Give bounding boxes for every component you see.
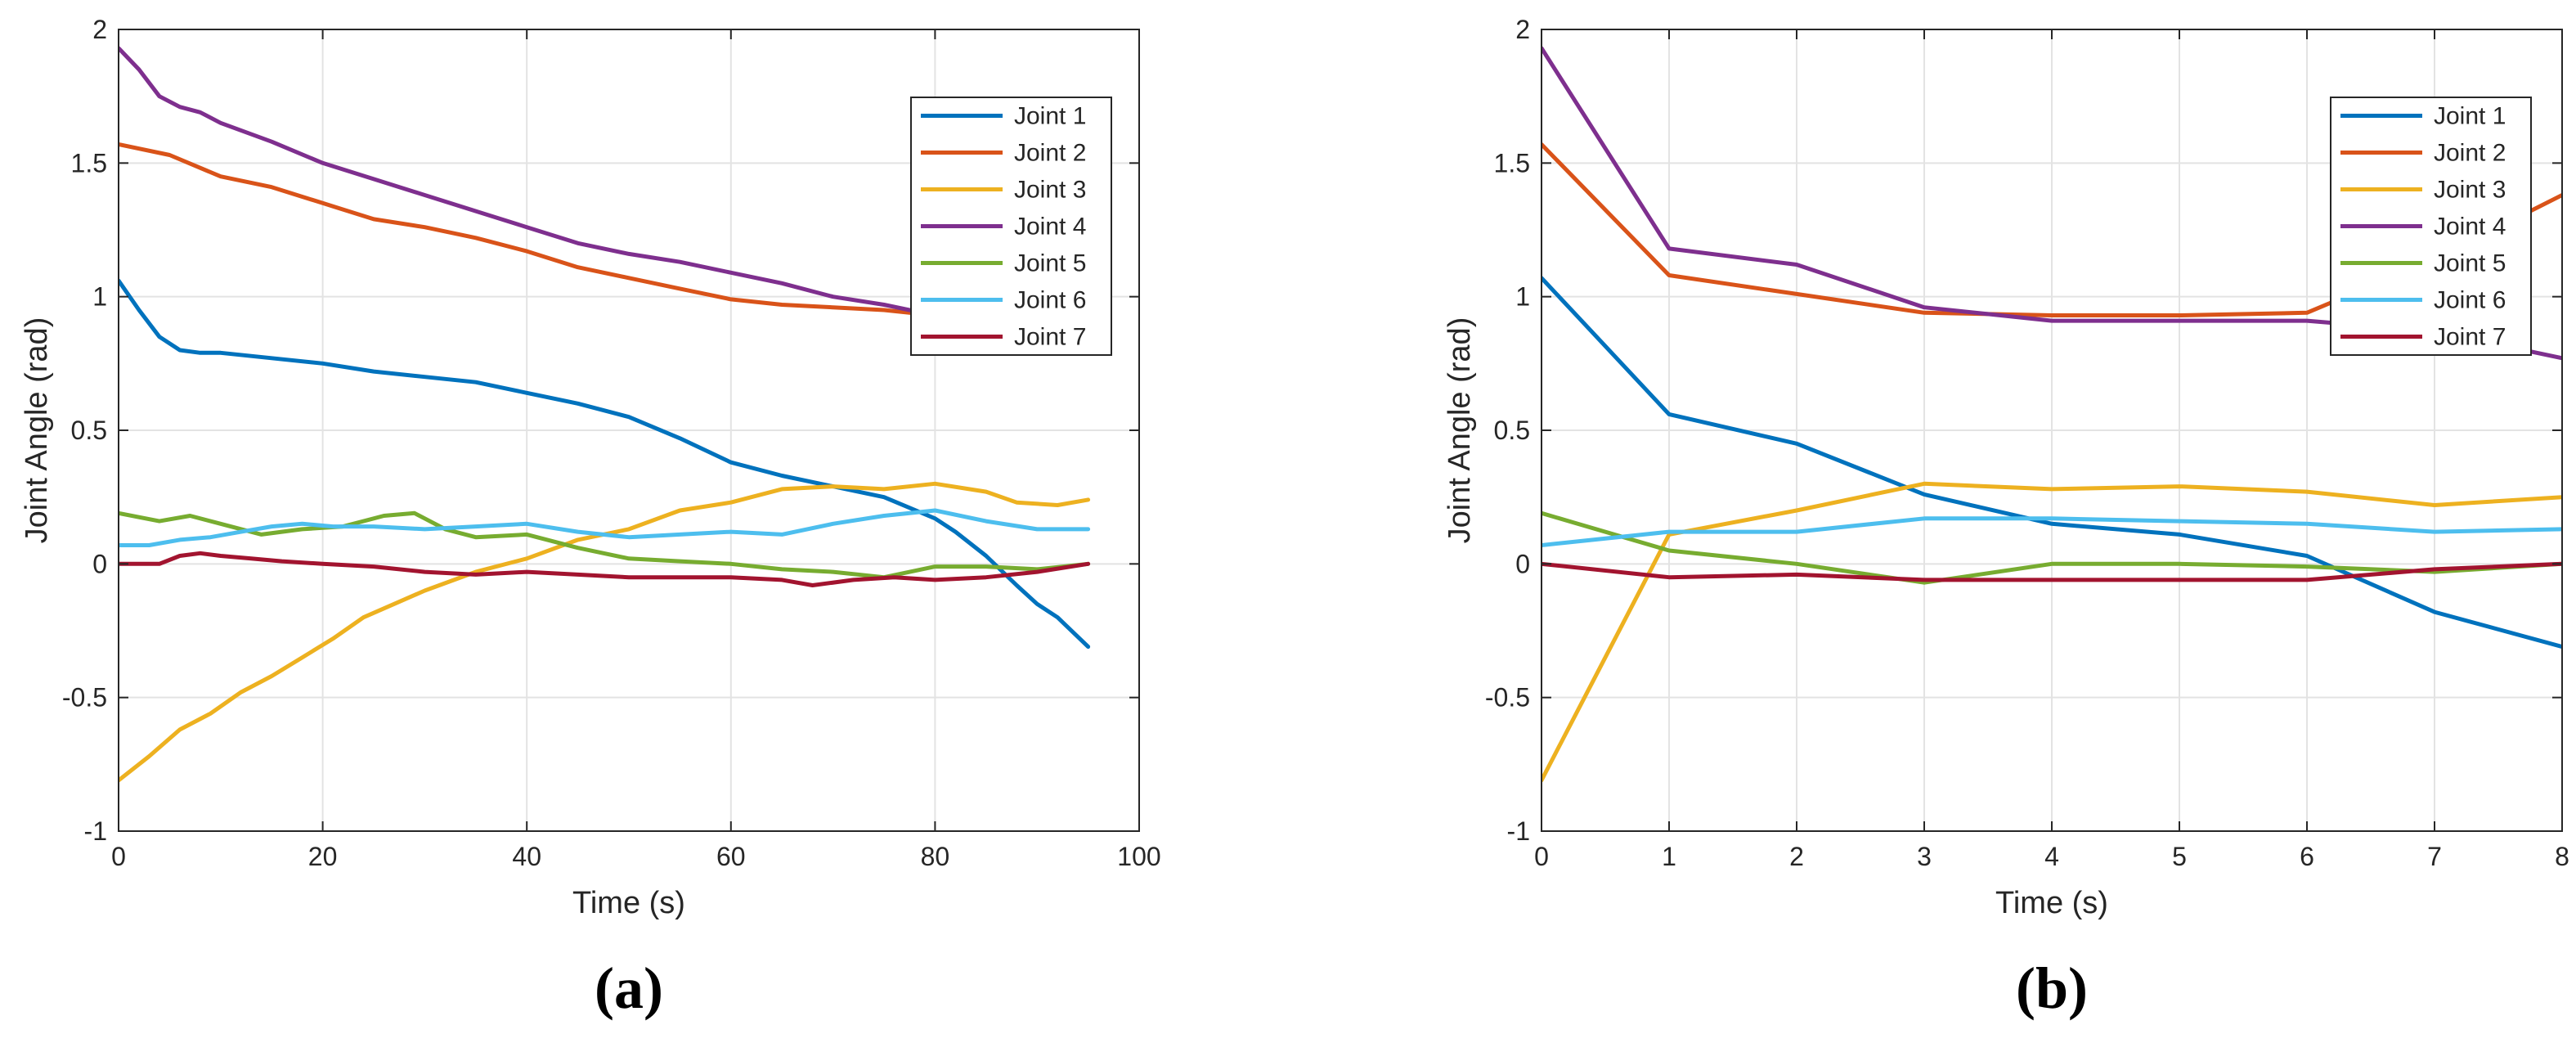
series-line-joint-3 — [119, 481, 1091, 783]
series-line-joint-6 — [119, 508, 1091, 547]
y-tick-label: 0.5 — [71, 416, 107, 445]
y-tick-label: -0.5 — [62, 683, 107, 713]
y-tick-label: 1.5 — [1494, 148, 1530, 178]
x-tick-label: 0 — [1534, 842, 1549, 871]
x-tick-label: 1 — [1662, 842, 1676, 871]
x-tick-label: 100 — [1117, 842, 1160, 871]
series-line-joint-4 — [119, 46, 958, 321]
y-tick-label: -0.5 — [1485, 683, 1530, 713]
x-tick-label: 80 — [921, 842, 950, 871]
x-tick-label: 8 — [2555, 842, 2569, 871]
panel-label: (a) — [595, 955, 663, 1021]
legend: Joint 1 Joint 2 Joint 3 Joint 4 Joint 5 Joint… — [2330, 97, 2532, 356]
x-tick-label: 40 — [512, 842, 541, 871]
y-tick-label: 1 — [92, 282, 107, 312]
series-line-joint-1 — [1542, 276, 2562, 650]
legend-label-joint-4: Joint 4 — [2434, 214, 2506, 241]
x-tick-label: 3 — [1917, 842, 1932, 871]
legend-label-joint-3: Joint 3 — [2434, 177, 2506, 204]
x-axis-label: Time (s) — [572, 886, 685, 920]
legend-label-joint-2: Joint 2 — [1014, 140, 1086, 167]
series-group — [119, 46, 1091, 783]
legend-label-joint-7: Joint 7 — [1014, 324, 1086, 351]
y-axis-label: Joint Angle (rad) — [20, 317, 54, 544]
x-tick-label: 6 — [2300, 842, 2314, 871]
legend-label-joint-5: Joint 5 — [2434, 250, 2506, 277]
y-tick-label: 1.5 — [71, 148, 107, 178]
series-line-joint-7 — [119, 551, 1091, 587]
legend-label-joint-6: Joint 6 — [2434, 287, 2506, 314]
series-line-joint-5 — [1542, 510, 2562, 585]
y-tick-label: 1 — [1515, 282, 1530, 312]
series-line-joint-2 — [119, 142, 958, 321]
legend-label-joint-7: Joint 7 — [2434, 324, 2506, 351]
legend-label-joint-1: Joint 1 — [1014, 103, 1086, 130]
panel-b: 0 1 2 3 4 5 6 7 8 -1 -0.5 0 0.5 1 1.5 2 Time (s) Joint An… — [1443, 15, 2569, 1021]
legend-label-joint-4: Joint 4 — [1014, 214, 1086, 241]
legend-label-joint-2: Joint 2 — [2434, 140, 2506, 167]
y-tick-label: -1 — [84, 816, 107, 846]
y-tick-label: 0 — [1515, 549, 1530, 578]
legend-label-joint-1: Joint 1 — [2434, 103, 2506, 130]
series-line-joint-1 — [119, 278, 1091, 650]
legend-label-joint-5: Joint 5 — [1014, 250, 1086, 277]
x-axis-label: Time (s) — [1995, 886, 2108, 920]
x-tick-label: 20 — [308, 842, 338, 871]
x-tick-label: 4 — [2044, 842, 2059, 871]
y-tick-label: -1 — [1507, 816, 1530, 846]
y-tick-label: 2 — [92, 15, 107, 44]
legend: Joint 1 Joint 2 Joint 3 Joint 4 Joint 5 Joint… — [910, 97, 1112, 356]
x-tick-label: 7 — [2427, 842, 2442, 871]
series-line-joint-6 — [1542, 516, 2562, 547]
x-tick-label: 60 — [716, 842, 746, 871]
x-tick-label: 5 — [2172, 842, 2187, 871]
legend-label-joint-3: Joint 3 — [1014, 177, 1086, 204]
y-tick-label: 0.5 — [1494, 416, 1530, 445]
panel-a: 0 20 40 60 80 100 -1 -0.5 0 0.5 1 1.5 2 Time (s) Joint… — [20, 15, 1161, 1021]
y-axis-label: Joint Angle (rad) — [1443, 317, 1477, 544]
series-line-joint-3 — [1542, 481, 2562, 783]
x-tick-label: 0 — [111, 842, 126, 871]
panel-label: (b) — [2016, 955, 2088, 1021]
y-tick-label: 0 — [92, 549, 107, 578]
legend-label-joint-6: Joint 6 — [1014, 287, 1086, 314]
x-tick-label: 2 — [1789, 842, 1804, 871]
series-line-joint-7 — [1542, 561, 2562, 582]
y-tick-label: 2 — [1515, 15, 1530, 44]
